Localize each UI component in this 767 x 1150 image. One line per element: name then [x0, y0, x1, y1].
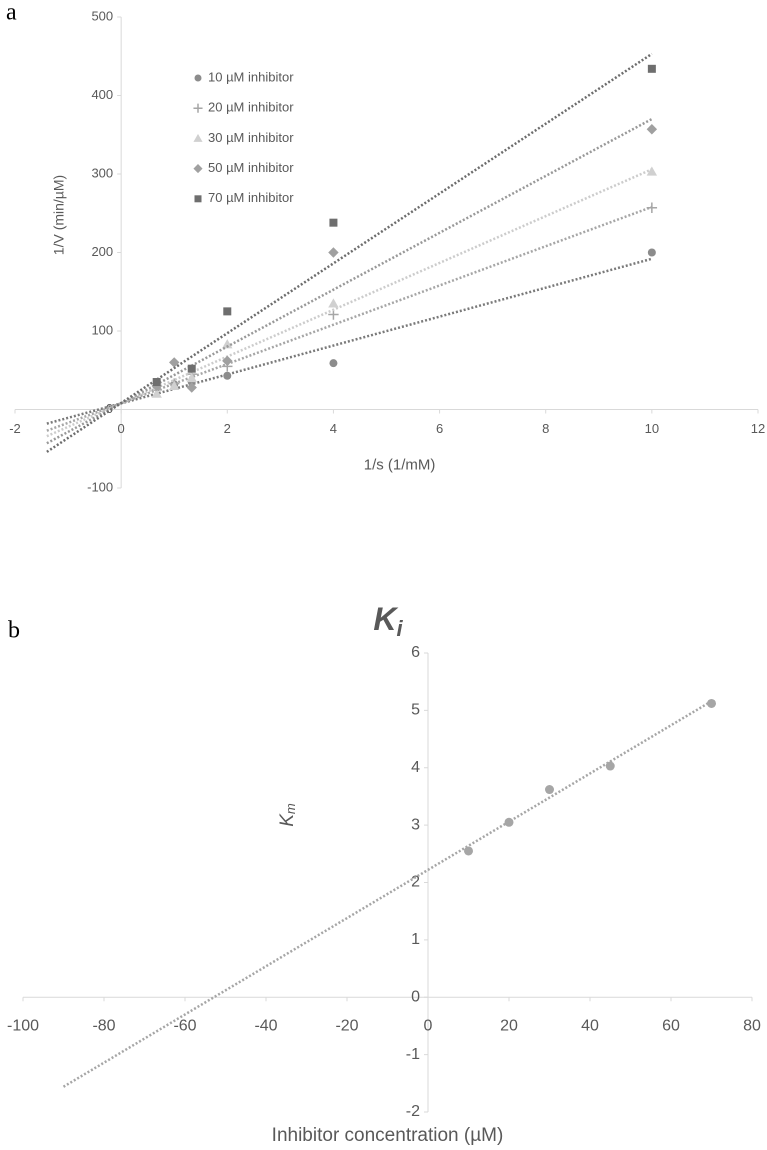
legend-marker — [193, 164, 203, 174]
x-tick-label: -80 — [92, 1017, 115, 1034]
marker — [222, 355, 233, 367]
trendline — [46, 257, 653, 425]
panel-label: b — [8, 618, 20, 644]
chart-title: Ki — [373, 601, 403, 640]
y-tick-label: 300 — [91, 165, 113, 180]
marker — [464, 846, 473, 856]
x-tick-label: 40 — [581, 1017, 599, 1034]
trendline — [62, 700, 713, 1088]
chart-title-sub: i — [396, 616, 403, 641]
marker — [545, 785, 554, 795]
marker — [707, 698, 716, 708]
x-tick-label: 8 — [542, 421, 549, 436]
marker — [169, 380, 180, 390]
x-tick-label: 0 — [118, 421, 125, 436]
y-tick-label: 1 — [411, 931, 420, 948]
y-tick-label: -2 — [406, 1103, 420, 1120]
x-tick-label: -2 — [9, 421, 21, 436]
series — [46, 52, 656, 453]
y-axis-title-sub: m — [283, 803, 298, 814]
marker — [223, 307, 232, 316]
panel-label: a — [6, 0, 17, 26]
marker — [223, 371, 232, 380]
legend-marker — [193, 103, 203, 113]
y-tick-label: 3 — [411, 816, 420, 833]
y-tick-label: 5 — [411, 702, 420, 719]
marker — [647, 248, 656, 257]
y-tick-label: -1 — [406, 1046, 420, 1063]
marker — [605, 761, 615, 771]
marker — [328, 298, 339, 308]
y-axis-title: Km — [277, 803, 298, 827]
y-tick-label: 0 — [411, 988, 420, 1005]
marker — [187, 364, 196, 373]
x-tick-label: 20 — [500, 1017, 518, 1034]
y-tick-label: 100 — [91, 322, 113, 337]
x-tick-label: 60 — [662, 1017, 680, 1034]
legend-label: 10 µM inhibitor — [208, 69, 294, 84]
y-tick-label: 200 — [91, 244, 113, 259]
marker — [504, 817, 514, 827]
x-tick-label: -20 — [335, 1017, 358, 1034]
x-axis-title: Inhibitor concentration (µM) — [272, 1125, 504, 1146]
x-tick-label: 12 — [751, 421, 765, 436]
marker — [329, 218, 338, 227]
x-axis-title: 1/s (1/mM) — [364, 456, 436, 473]
series — [46, 166, 658, 438]
x-tick-label: -60 — [173, 1017, 196, 1034]
legend-label: 50 µM inhibitor — [208, 160, 294, 175]
marker — [647, 64, 656, 73]
y-tick-label: -100 — [87, 479, 113, 494]
legend-label: 20 µM inhibitor — [208, 100, 294, 115]
y-tick-label: 4 — [411, 759, 420, 776]
marker — [152, 378, 161, 387]
marker — [186, 372, 197, 383]
x-tick-label: 4 — [330, 421, 337, 436]
y-tick-label: 6 — [411, 644, 420, 661]
marker — [222, 339, 233, 349]
series — [62, 698, 716, 1088]
trendline — [46, 117, 653, 445]
chart-title-main: K — [373, 601, 399, 637]
x-tick-label: -100 — [7, 1017, 39, 1034]
y-tick-label: 2 — [411, 874, 420, 891]
marker — [329, 359, 338, 368]
y-axis-title-main: K — [277, 813, 298, 827]
marker — [646, 124, 658, 135]
y-tick-label: 500 — [91, 8, 113, 23]
marker — [328, 247, 339, 258]
legend-marker — [194, 74, 202, 82]
marker — [646, 166, 658, 176]
trendline — [46, 52, 653, 453]
y-tick-label: 400 — [91, 87, 113, 102]
x-tick-label: 2 — [224, 421, 231, 436]
trendline — [46, 205, 653, 432]
x-tick-label: -40 — [254, 1017, 277, 1034]
legend-marker — [194, 195, 202, 203]
marker — [646, 202, 658, 213]
y-axis-title: 1/V (min/µM) — [51, 175, 67, 255]
legend-label: 30 µM inhibitor — [208, 130, 294, 145]
series — [46, 202, 658, 432]
legend-label: 70 µM inhibitor — [208, 190, 294, 205]
x-tick-label: 0 — [424, 1017, 433, 1034]
marker — [151, 388, 162, 398]
legend-marker — [193, 133, 203, 142]
x-tick-label: 10 — [645, 421, 659, 436]
x-tick-label: 80 — [743, 1017, 761, 1034]
x-tick-label: 6 — [436, 421, 443, 436]
marker — [186, 382, 197, 393]
